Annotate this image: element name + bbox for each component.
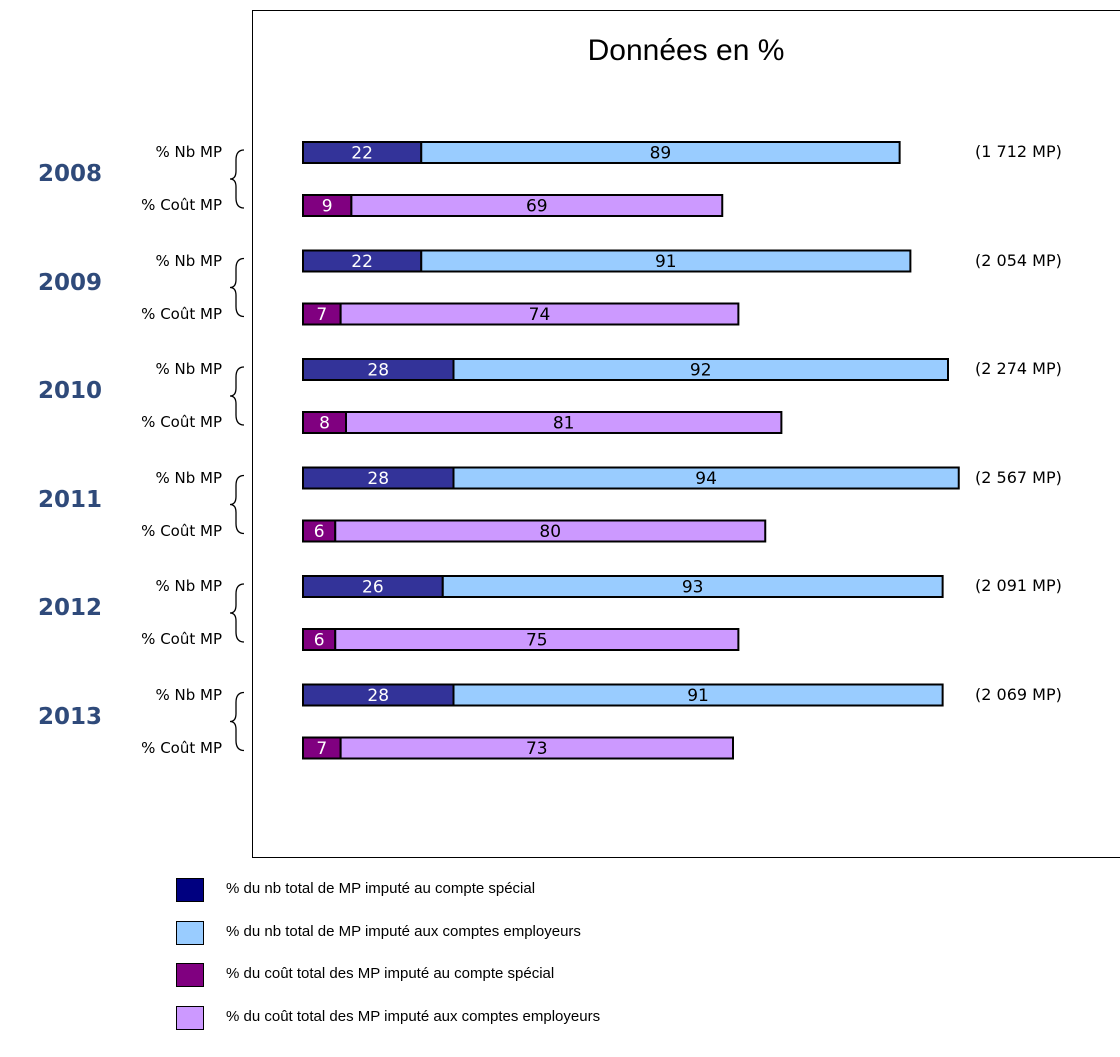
legend-swatch [176, 878, 204, 902]
legend-label: % du nb total de MP imputé aux comptes e… [226, 922, 581, 940]
bar-value-label: 22 [351, 252, 373, 272]
bar-value-label: 75 [526, 631, 548, 651]
bar-value-label: 22 [351, 144, 373, 164]
total-label: (2 567 MP) [975, 467, 1062, 487]
year-label: 2009 [38, 269, 103, 296]
bar-value-label: 7 [316, 739, 327, 759]
year-label: 2012 [38, 595, 103, 621]
row-label: % Coût MP [141, 196, 222, 214]
legend-label: % du coût total des MP imputé au compte … [226, 965, 555, 982]
bar-value-label: 7 [316, 305, 327, 325]
brace [229, 366, 245, 426]
bar-value-label: 28 [367, 361, 389, 381]
bar-segment [345, 411, 783, 434]
bar-value-label: 89 [650, 144, 672, 164]
legend-label: % du coût total des MP imputé aux compte… [226, 1007, 601, 1025]
bar-value-label: 92 [690, 361, 712, 381]
bar-value-label: 81 [553, 414, 575, 434]
year-label: 2011 [38, 486, 103, 513]
year-label: 2010 [38, 378, 103, 404]
total-label: (2 054 MP) [975, 250, 1062, 270]
bar-segment [339, 736, 734, 760]
bar-segment [334, 628, 740, 651]
brace [229, 583, 245, 643]
legend-swatch [176, 1005, 204, 1030]
row-label: % Coût MP [141, 630, 222, 648]
bar-value-label: 69 [526, 197, 548, 217]
legend-label: % du nb total de MP imputé au compte spé… [226, 880, 536, 897]
row-label: % Nb MP [155, 360, 222, 378]
bar-segment [420, 141, 901, 164]
brace [229, 474, 245, 535]
row-label: % Nb MP [155, 468, 222, 487]
total-label: (2 274 MP) [975, 359, 1062, 378]
bar-value-label: 91 [655, 252, 677, 272]
bar-value-label: 9 [322, 197, 333, 217]
bar-value-label: 28 [367, 469, 389, 489]
row-label: % Coût MP [141, 413, 222, 431]
bar-value-label: 93 [682, 578, 704, 598]
brace [229, 691, 245, 752]
bar-segment [420, 249, 912, 273]
bar-value-label: 6 [314, 522, 325, 542]
row-label: % Coût MP [141, 738, 222, 757]
bar-segment [452, 358, 949, 381]
bar-value-label: 74 [529, 305, 551, 325]
bar-value-label: 80 [539, 522, 561, 542]
row-label: % Nb MP [155, 251, 222, 270]
row-label: % Nb MP [155, 685, 222, 704]
bar-value-label: 73 [526, 739, 548, 759]
bar-value-label: 94 [695, 469, 717, 489]
brace [229, 257, 245, 318]
bar-segment [452, 683, 944, 707]
row-label: % Coût MP [141, 304, 222, 323]
brace [229, 149, 245, 209]
bar-segment [339, 302, 740, 326]
bar-value-label: 6 [314, 631, 325, 651]
row-label: % Nb MP [155, 143, 222, 161]
bar-segment [334, 519, 767, 543]
row-label: % Nb MP [155, 577, 222, 595]
total-label: (1 712 MP) [975, 142, 1062, 161]
year-label: 2013 [38, 703, 103, 730]
legend-swatch [176, 920, 204, 945]
year-label: 2008 [38, 161, 103, 187]
total-label: (2 069 MP) [975, 684, 1062, 704]
bar-value-label: 28 [367, 686, 389, 706]
bar-value-label: 91 [687, 686, 709, 706]
bar-value-label: 26 [362, 578, 384, 598]
bar-segment [350, 194, 724, 217]
chart-title: Données en % [587, 34, 785, 67]
total-label: (2 091 MP) [975, 576, 1062, 595]
bar-segment [441, 575, 944, 598]
bar-value-label: 8 [319, 414, 330, 434]
chart-frame [252, 10, 1120, 858]
row-label: % Coût MP [141, 521, 222, 540]
bar-segment [452, 466, 960, 490]
legend-swatch [176, 963, 204, 987]
